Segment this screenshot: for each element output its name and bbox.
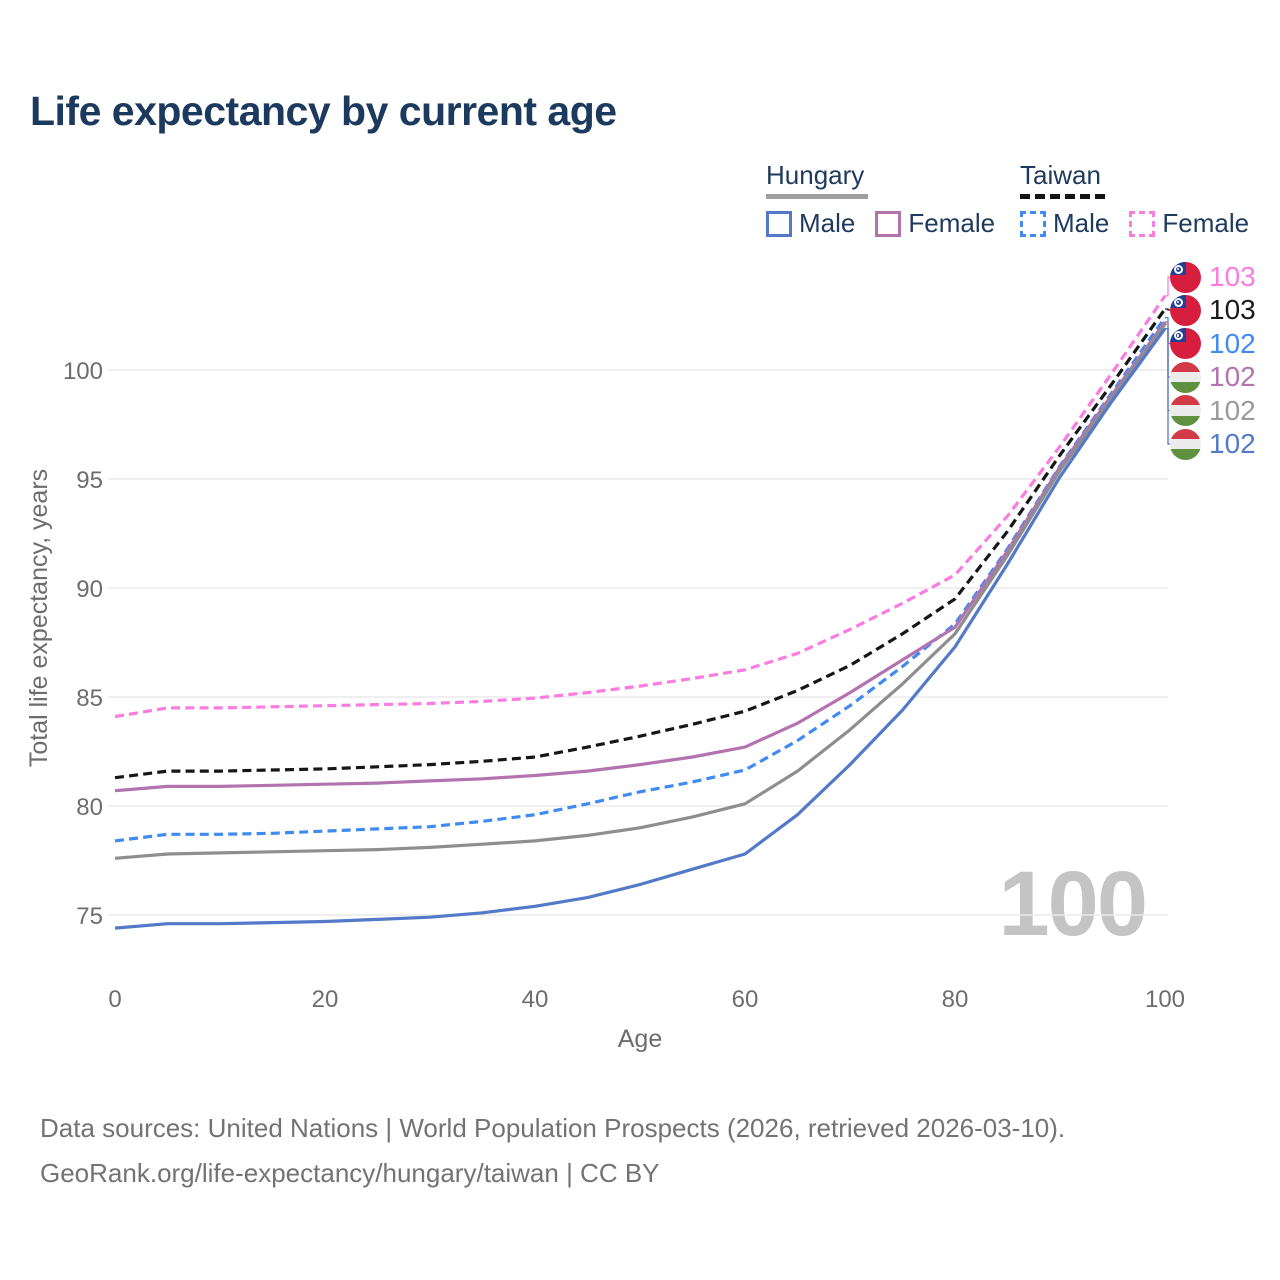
- legend-country-hungary[interactable]: Hungary: [766, 160, 869, 199]
- end-label-value: 103: [1209, 261, 1256, 292]
- y-tick-label: 95: [76, 467, 103, 494]
- y-tick-label: 90: [76, 576, 103, 603]
- y-tick-label: 80: [76, 794, 103, 821]
- y-tick-label: 100: [63, 358, 103, 385]
- hungary-flag-icon: [1170, 361, 1201, 393]
- y-tick-label: 75: [76, 903, 103, 930]
- legend-item-hungary-female[interactable]: Female: [875, 208, 995, 239]
- page-title: Life expectancy by current age: [30, 88, 617, 134]
- end-label-row: 102: [1170, 428, 1256, 460]
- end-label-connector: [1165, 327, 1174, 445]
- end-label-value: 102: [1209, 428, 1256, 459]
- x-tick-label: 80: [942, 986, 969, 1013]
- legend-label-hungary-male: Male: [799, 208, 856, 238]
- end-label-connector: [1165, 321, 1174, 378]
- x-tick-label: 60: [732, 986, 759, 1013]
- end-label-connector: [1165, 317, 1174, 345]
- hungary-flag-icon: [1170, 428, 1201, 460]
- x-tick-label: 40: [522, 986, 549, 1013]
- legend-swatch-taiwan-male: [1020, 210, 1046, 237]
- legend-swatch-hungary-female: [875, 210, 902, 237]
- end-label-row: 102: [1170, 395, 1256, 427]
- current-age-watermark: 100: [998, 853, 1148, 955]
- end-label-value: 102: [1209, 327, 1256, 359]
- end-label-row: 102: [1170, 361, 1256, 393]
- legend-swatch-taiwan-female: [1129, 210, 1156, 237]
- end-label-connector: [1165, 276, 1174, 297]
- footer-attribution: GeoRank.org/life-expectancy/hungary/taiw…: [40, 1158, 660, 1188]
- x-tick-label: 100: [1145, 986, 1185, 1013]
- end-label-connector: [1165, 308, 1174, 311]
- hungary-flag-icon: [1170, 395, 1201, 426]
- end-label-value: 102: [1209, 361, 1256, 392]
- legend-country-taiwan[interactable]: Taiwan: [1020, 160, 1105, 199]
- legend-label-hungary-female: Female: [908, 208, 996, 238]
- legend-group-taiwan: Taiwan Male Female: [1020, 160, 1249, 239]
- series-line-hungary-female: [114, 321, 1167, 793]
- x-tick-label: 0: [108, 986, 121, 1013]
- y-axis-title: Total life expectancy, years: [25, 469, 53, 767]
- end-label-value: 103: [1209, 294, 1256, 325]
- end-label-connector: [1165, 323, 1174, 412]
- end-label-row: 103: [1170, 294, 1256, 326]
- taiwan-flag-icon: [1170, 294, 1201, 326]
- end-label-row: 103: [1170, 261, 1256, 293]
- legend-label-taiwan-female: Female: [1162, 208, 1250, 238]
- taiwan-flag-icon: [1170, 328, 1201, 359]
- x-tick-label: 20: [312, 986, 339, 1013]
- series-line-taiwan-both-sexes: [114, 308, 1167, 780]
- end-label-value: 102: [1209, 394, 1256, 426]
- series-line-hungary-male: [114, 327, 1167, 930]
- series-line-hungary-both-sexes: [114, 323, 1167, 860]
- end-label-row: 102: [1170, 328, 1256, 360]
- y-tick-label: 85: [76, 685, 103, 712]
- taiwan-flag-icon: [1170, 261, 1201, 293]
- series-line-taiwan-female: [114, 294, 1167, 719]
- legend-group-hungary: Hungary Male Female: [766, 160, 995, 239]
- footer-data-sources: Data sources: United Nations | World Pop…: [40, 1113, 1066, 1143]
- legend-item-taiwan-female[interactable]: Female: [1129, 208, 1249, 239]
- legend-item-hungary-male[interactable]: Male: [766, 208, 855, 239]
- x-axis-title: Age: [618, 1025, 662, 1053]
- series-line-taiwan-male: [114, 316, 1167, 843]
- legend-swatch-hungary-male: [766, 210, 792, 237]
- legend-item-taiwan-male[interactable]: Male: [1020, 208, 1109, 239]
- footer: Data sources: United Nations | World Pop…: [40, 1106, 1065, 1196]
- legend-label-taiwan-male: Male: [1053, 208, 1110, 238]
